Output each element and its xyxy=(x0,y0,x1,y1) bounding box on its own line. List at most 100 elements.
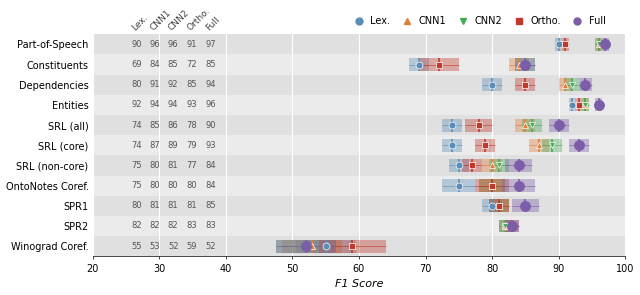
Bar xyxy=(93,75,625,95)
Bar xyxy=(499,219,512,232)
Bar xyxy=(489,199,509,212)
Bar xyxy=(409,58,429,71)
Text: 93: 93 xyxy=(186,100,197,109)
Text: 79: 79 xyxy=(186,141,197,150)
Bar xyxy=(499,219,512,232)
Text: 74: 74 xyxy=(131,121,141,130)
Text: 80: 80 xyxy=(149,161,160,170)
Bar xyxy=(462,159,482,172)
Text: 52: 52 xyxy=(205,242,216,251)
Bar xyxy=(476,139,495,152)
Bar xyxy=(319,240,386,253)
Text: 86: 86 xyxy=(168,121,179,130)
Bar xyxy=(93,95,625,115)
Bar xyxy=(276,240,336,253)
Text: 94: 94 xyxy=(205,80,216,89)
Bar xyxy=(282,240,342,253)
Bar xyxy=(93,216,625,236)
Text: 84: 84 xyxy=(205,181,216,190)
Text: 90: 90 xyxy=(131,40,141,49)
Bar xyxy=(465,119,492,132)
Text: 81: 81 xyxy=(186,201,197,210)
Bar xyxy=(419,58,459,71)
Text: 92: 92 xyxy=(131,100,141,109)
Bar xyxy=(595,38,602,51)
Bar xyxy=(506,219,519,232)
Bar xyxy=(582,99,589,111)
Bar xyxy=(93,236,625,256)
Bar xyxy=(509,58,529,71)
Text: 69: 69 xyxy=(131,60,141,69)
Bar xyxy=(93,196,625,216)
Bar xyxy=(556,38,562,51)
Text: 75: 75 xyxy=(131,181,141,190)
Bar xyxy=(506,159,532,172)
Bar xyxy=(482,199,502,212)
Text: CNN1: CNN1 xyxy=(148,8,173,32)
Bar xyxy=(442,139,462,152)
Text: 80: 80 xyxy=(186,181,197,190)
Text: 85: 85 xyxy=(168,60,179,69)
Bar xyxy=(489,199,509,212)
Bar xyxy=(93,135,625,155)
Bar xyxy=(442,119,462,132)
Bar xyxy=(489,159,509,172)
Text: 84: 84 xyxy=(205,161,216,170)
Bar xyxy=(559,78,572,91)
Text: 77: 77 xyxy=(186,161,197,170)
Bar xyxy=(542,139,562,152)
Bar xyxy=(569,139,589,152)
Text: 72: 72 xyxy=(186,60,197,69)
Text: 85: 85 xyxy=(186,80,197,89)
Bar xyxy=(515,119,536,132)
Text: 80: 80 xyxy=(149,181,160,190)
Text: 55: 55 xyxy=(131,242,141,251)
Bar xyxy=(562,38,569,51)
Text: 87: 87 xyxy=(149,141,160,150)
Text: 80: 80 xyxy=(131,80,141,89)
Bar xyxy=(548,119,569,132)
Text: 81: 81 xyxy=(168,161,179,170)
Bar xyxy=(489,199,509,212)
Text: Lex.: Lex. xyxy=(130,12,150,32)
Bar xyxy=(582,99,589,111)
Bar xyxy=(296,240,356,253)
Text: 81: 81 xyxy=(149,201,160,210)
Bar xyxy=(93,115,625,135)
Bar xyxy=(502,179,536,192)
Bar xyxy=(442,179,476,192)
Text: 92: 92 xyxy=(168,80,179,89)
Bar xyxy=(506,219,519,232)
Text: 82: 82 xyxy=(149,222,160,230)
Bar xyxy=(482,78,502,91)
Bar xyxy=(602,38,609,51)
Text: 80: 80 xyxy=(131,201,141,210)
Bar xyxy=(476,179,509,192)
Bar xyxy=(595,38,602,51)
Bar xyxy=(515,78,536,91)
Bar xyxy=(479,179,506,192)
Bar xyxy=(512,199,539,212)
Bar xyxy=(93,34,625,55)
Text: 96: 96 xyxy=(168,40,179,49)
Text: Ortho.: Ortho. xyxy=(186,6,212,32)
Bar xyxy=(575,99,582,111)
Bar xyxy=(479,179,506,192)
Bar xyxy=(276,240,336,253)
Text: 90: 90 xyxy=(205,121,216,130)
Bar xyxy=(595,99,602,111)
Text: 89: 89 xyxy=(168,141,179,150)
Bar xyxy=(515,58,536,71)
Bar xyxy=(499,219,512,232)
Text: 85: 85 xyxy=(149,121,160,130)
Bar xyxy=(529,139,548,152)
Text: CNN2: CNN2 xyxy=(167,8,191,32)
Legend: Lex., CNN1, CNN2, Ortho., Full: Lex., CNN1, CNN2, Ortho., Full xyxy=(345,12,610,30)
Text: 81: 81 xyxy=(168,201,179,210)
Bar xyxy=(93,55,625,75)
Text: 59: 59 xyxy=(186,242,197,251)
Text: 97: 97 xyxy=(205,40,216,49)
Bar xyxy=(93,176,625,196)
Text: 83: 83 xyxy=(186,222,197,230)
Text: 84: 84 xyxy=(149,60,160,69)
